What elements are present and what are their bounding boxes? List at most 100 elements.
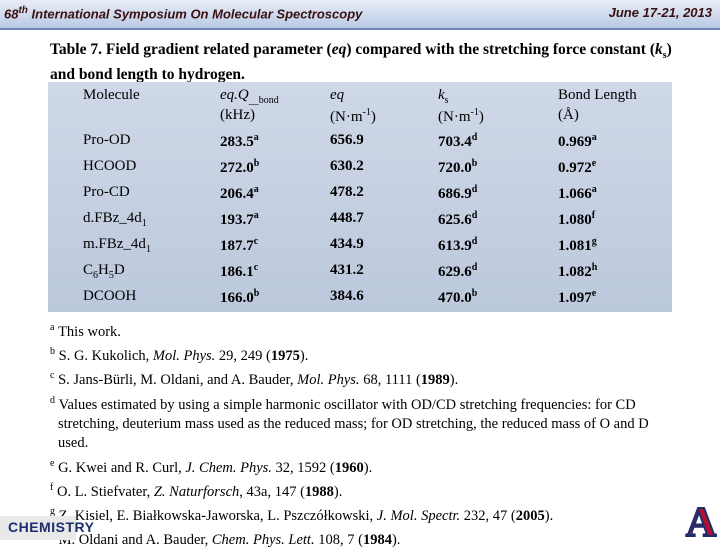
text-run: g bbox=[591, 236, 597, 247]
value-cell: 186.1c bbox=[220, 262, 258, 281]
text-run: 1.082 bbox=[558, 264, 592, 280]
text-run: 1.097 bbox=[558, 290, 592, 306]
value-cell: 434.9 bbox=[330, 236, 364, 253]
text-run: 384.6 bbox=[330, 288, 364, 304]
text-run: c bbox=[253, 262, 259, 273]
text-run: ). bbox=[333, 483, 343, 500]
text-run: International Symposium On Molecular Spe… bbox=[27, 6, 363, 22]
molecule-cell: C6H5D bbox=[83, 262, 125, 281]
footnote-mark: d bbox=[50, 394, 55, 406]
footnote: d Values estimated by using a simple har… bbox=[50, 391, 660, 454]
text-run: 29, 249 ( bbox=[215, 348, 271, 365]
value-cell: 431.2 bbox=[330, 262, 364, 279]
text-run: a bbox=[253, 184, 259, 195]
header-bar: 68th International Symposium On Molecula… bbox=[0, 0, 720, 30]
text-run: k bbox=[438, 87, 445, 103]
text-run: eq bbox=[330, 87, 345, 103]
text-run: 613.9 bbox=[438, 238, 472, 254]
text-run: 68, 1111 ( bbox=[359, 372, 421, 389]
text-run: (N·m bbox=[330, 109, 363, 125]
footnote-mark: f bbox=[50, 481, 54, 493]
text-run: 625.6 bbox=[438, 212, 472, 228]
text-run: Pro-CD bbox=[83, 184, 130, 200]
footnote-mark: e bbox=[50, 457, 55, 469]
text-run: 1 bbox=[145, 244, 151, 255]
text-run: 1.066 bbox=[558, 186, 592, 202]
text-run: s bbox=[662, 50, 667, 62]
text-run: 656.9 bbox=[330, 132, 364, 148]
column-header: eq.Q__bond bbox=[220, 87, 279, 106]
text-run: S. Jans-Bürli, M. Oldani, and A. Bauder, bbox=[58, 372, 298, 389]
text-run: Values estimated by using a simple harmo… bbox=[58, 396, 649, 452]
text-run: ). bbox=[299, 348, 309, 365]
value-cell: 470.0b bbox=[438, 288, 477, 307]
text-run: d bbox=[471, 262, 478, 273]
text-run: Bond Length bbox=[558, 87, 637, 103]
value-cell: 1.066a bbox=[558, 184, 597, 203]
text-run: (N·m bbox=[438, 109, 471, 125]
value-cell: 193.7a bbox=[220, 210, 259, 229]
text-run: 431.2 bbox=[330, 262, 364, 278]
text-run: Pro-OD bbox=[83, 132, 131, 148]
text-run: G. Kwei and R. Curl, bbox=[58, 459, 186, 476]
column-header: (Å) bbox=[558, 107, 579, 124]
text-run: d.FBz_4d bbox=[83, 210, 142, 226]
value-cell: 1.082h bbox=[558, 262, 597, 281]
logo-bg bbox=[682, 500, 720, 540]
text-run: th bbox=[18, 5, 28, 16]
text-run: Molecule bbox=[83, 87, 140, 103]
text-run: d bbox=[471, 210, 478, 221]
table-title: Table 7. Field gradient related paramete… bbox=[50, 40, 690, 84]
value-cell: 166.0b bbox=[220, 288, 259, 307]
text-run: a bbox=[253, 210, 259, 221]
value-cell: 384.6 bbox=[330, 288, 364, 305]
logo-text: CHEMISTRY bbox=[8, 519, 95, 535]
footnote-mark: a bbox=[50, 322, 55, 333]
footnote: b S. G. Kukolich, Mol. Phys. 29, 249 (19… bbox=[50, 342, 660, 366]
footnote-mark: g bbox=[50, 506, 55, 518]
column-header: (N·m-1) bbox=[330, 107, 376, 126]
text-run: b bbox=[253, 158, 260, 169]
text-run: a bbox=[591, 132, 597, 143]
text-run: 629.6 bbox=[438, 264, 472, 280]
text-run: k bbox=[655, 41, 663, 58]
value-cell: 206.4a bbox=[220, 184, 259, 203]
text-run: 272.0 bbox=[220, 160, 254, 176]
text-run: 166.0 bbox=[220, 290, 254, 306]
footnote: c S. Jans-Bürli, M. Oldani, and A. Baude… bbox=[50, 366, 660, 390]
column-header: Molecule bbox=[83, 87, 140, 104]
text-run: b bbox=[471, 158, 478, 169]
molecule-cell: Pro-CD bbox=[83, 184, 130, 201]
footnote-mark: b bbox=[50, 346, 55, 358]
text-run: 108, 7 ( bbox=[314, 532, 363, 549]
text-run: 206.4 bbox=[220, 186, 254, 202]
footnote: e G. Kwei and R. Curl, J. Chem. Phys. 32… bbox=[50, 454, 660, 478]
text-run: 434.9 bbox=[330, 236, 364, 252]
value-cell: 629.6d bbox=[438, 262, 477, 281]
text-run: c bbox=[253, 236, 259, 247]
text-run: 186.1 bbox=[220, 264, 254, 280]
text-run: HCOOD bbox=[83, 158, 137, 174]
value-cell: 1.080f bbox=[558, 210, 595, 229]
text-run: ). bbox=[449, 372, 459, 389]
text-run: D bbox=[113, 262, 125, 278]
molecule-cell: HCOOD bbox=[83, 158, 136, 175]
text-run: 470.0 bbox=[438, 290, 472, 306]
text-run: 0.969 bbox=[558, 134, 592, 150]
text-run: 6 bbox=[93, 270, 99, 281]
value-cell: 448.7 bbox=[330, 210, 364, 227]
text-run: f bbox=[591, 210, 596, 221]
conference-date: June 17-21, 2013 bbox=[608, 5, 712, 20]
text-run: d bbox=[471, 184, 478, 195]
text-run: 193.7 bbox=[220, 212, 254, 228]
text-run: b bbox=[253, 288, 260, 299]
footnote: a This work. bbox=[50, 318, 660, 342]
text-run: 32, 1592 ( bbox=[271, 459, 335, 476]
text-run: ). bbox=[391, 532, 401, 549]
text-run: __bond bbox=[248, 95, 279, 106]
text-run: 0.972 bbox=[558, 160, 592, 176]
value-cell: 187.7c bbox=[220, 236, 258, 255]
text-run: 1975 bbox=[270, 348, 300, 365]
text-run: ) and bond length to hydrogen. bbox=[50, 41, 672, 84]
